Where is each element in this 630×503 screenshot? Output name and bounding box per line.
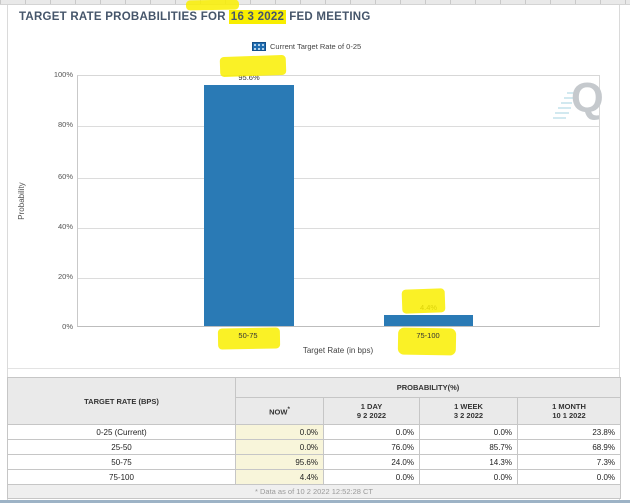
- y-tick-100: 100%: [53, 70, 73, 79]
- header-1-month-label: 1 MONTH: [552, 401, 586, 411]
- header-1-month: 1 MONTH 10 1 2022: [517, 397, 621, 425]
- cell-1-day: 24.0%: [323, 454, 420, 470]
- cropped-top-strip: [0, 0, 630, 5]
- widget-frame: [7, 5, 620, 503]
- watermark-speedlines-icon: [553, 92, 574, 119]
- cell-1-month: 7.3%: [517, 454, 621, 470]
- title-date-highlight: 16 3 2022: [228, 10, 287, 24]
- x-tick-75-100: 75-100: [416, 331, 440, 340]
- cell-1-week: 0.0%: [419, 424, 518, 440]
- header-now-asterisk: *: [287, 405, 290, 413]
- gridline-20: [78, 278, 599, 279]
- bar-value-label-50-75: 95.6%: [238, 73, 260, 83]
- x-axis-title: Target Rate (in bps): [302, 346, 374, 355]
- cell-1-week: 0.0%: [419, 469, 518, 485]
- header-now-label: NOW: [269, 407, 288, 417]
- x-tick-50-75: 50-75: [238, 331, 258, 340]
- cell-now: 4.4%: [235, 469, 324, 485]
- header-1-week-date: 3 2 2022: [453, 411, 484, 420]
- table-row: 50-75 95.6% 24.0% 14.3% 7.3%: [7, 454, 621, 470]
- cell-1-week: 85.7%: [419, 439, 518, 455]
- marker-highlight-95-6: [219, 54, 287, 78]
- cell-1-day: 0.0%: [323, 469, 420, 485]
- title-prefix: TARGET RATE PROBABILITIES FOR: [19, 11, 226, 23]
- table-footer-row: * Data as of 10 2 2022 12:52:28 CT: [7, 484, 621, 499]
- cell-now: 95.6%: [235, 454, 324, 470]
- y-tick-40: 40%: [57, 222, 73, 231]
- chart-panel-divider: [8, 368, 619, 369]
- header-1-week: 1 WEEK 3 2 2022: [419, 397, 518, 425]
- table-row: 0-25 (Current) 0.0% 0.0% 0.0% 23.8%: [7, 424, 621, 440]
- cell-rate: 0-25 (Current): [7, 424, 236, 440]
- cell-rate: 50-75: [7, 454, 236, 470]
- cell-1-day: 76.0%: [323, 439, 420, 455]
- quikstrike-watermark: Q: [553, 76, 605, 128]
- header-probability-group: PROBABILITY(%): [235, 377, 621, 398]
- cell-1-day: 0.0%: [323, 424, 420, 440]
- plot-area: 95.6% 4.4%: [77, 73, 600, 327]
- table-row: 25-50 0.0% 76.0% 85.7% 68.9%: [7, 439, 621, 455]
- cell-1-month: 0.0%: [517, 469, 621, 485]
- gridline-40: [78, 228, 599, 229]
- y-tick-60: 60%: [57, 172, 73, 181]
- bar-50-75[interactable]: [204, 85, 294, 326]
- table-row: 75-100 4.4% 0.0% 0.0% 0.0%: [7, 469, 621, 485]
- legend-label: Current Target Rate of 0-25: [270, 42, 362, 51]
- marker-highlight-title: [185, 0, 240, 11]
- probability-table: TARGET RATE (BPS) PROBABILITY(%) NOW* 1 …: [7, 377, 621, 499]
- cell-now: 0.0%: [235, 439, 324, 455]
- watermark-q-letter: Q: [571, 74, 604, 121]
- cell-rate: 25-50: [7, 439, 236, 455]
- data-as-of-footnote: * Data as of 10 2 2022 12:52:28 CT: [7, 484, 621, 499]
- cell-rate: 75-100: [7, 469, 236, 485]
- header-1-week-label: 1 WEEK: [454, 401, 483, 411]
- table-header-row-2: NOW* 1 DAY 9 2 2022 1 WEEK 3 2 2022 1 MONT…: [8, 397, 621, 425]
- bar-75-100[interactable]: [384, 314, 473, 326]
- page-title: TARGET RATE PROBABILITIES FOR 16 3 2022 FE…: [19, 10, 371, 24]
- header-target-rate: TARGET RATE (BPS): [7, 377, 236, 425]
- header-1-day-date: 9 2 2022: [356, 411, 387, 420]
- header-now: NOW*: [235, 397, 324, 425]
- cell-1-week: 14.3%: [419, 454, 518, 470]
- gridline-80: [78, 126, 599, 127]
- header-1-day-label: 1 DAY: [360, 401, 383, 411]
- y-tick-0: 0%: [62, 322, 73, 331]
- chart-legend[interactable]: Current Target Rate of 0-25: [252, 42, 361, 51]
- title-suffix: FED MEETING: [289, 11, 371, 23]
- y-tick-80: 80%: [57, 120, 73, 129]
- cell-1-month: 23.8%: [517, 424, 621, 440]
- legend-swatch-icon: [252, 42, 266, 51]
- cell-1-month: 68.9%: [517, 439, 621, 455]
- y-tick-20: 20%: [57, 272, 73, 281]
- gridline-60: [78, 178, 599, 179]
- widget-bottom-border: [0, 500, 630, 503]
- table-header-row-1: TARGET RATE (BPS) PROBABILITY(%): [7, 377, 621, 425]
- marker-highlight-4-4: [401, 288, 446, 314]
- y-axis-title: Probability: [17, 182, 26, 220]
- header-1-day: 1 DAY 9 2 2022: [323, 397, 420, 425]
- cell-now: 0.0%: [235, 424, 324, 440]
- header-1-month-date: 10 1 2022: [552, 411, 586, 420]
